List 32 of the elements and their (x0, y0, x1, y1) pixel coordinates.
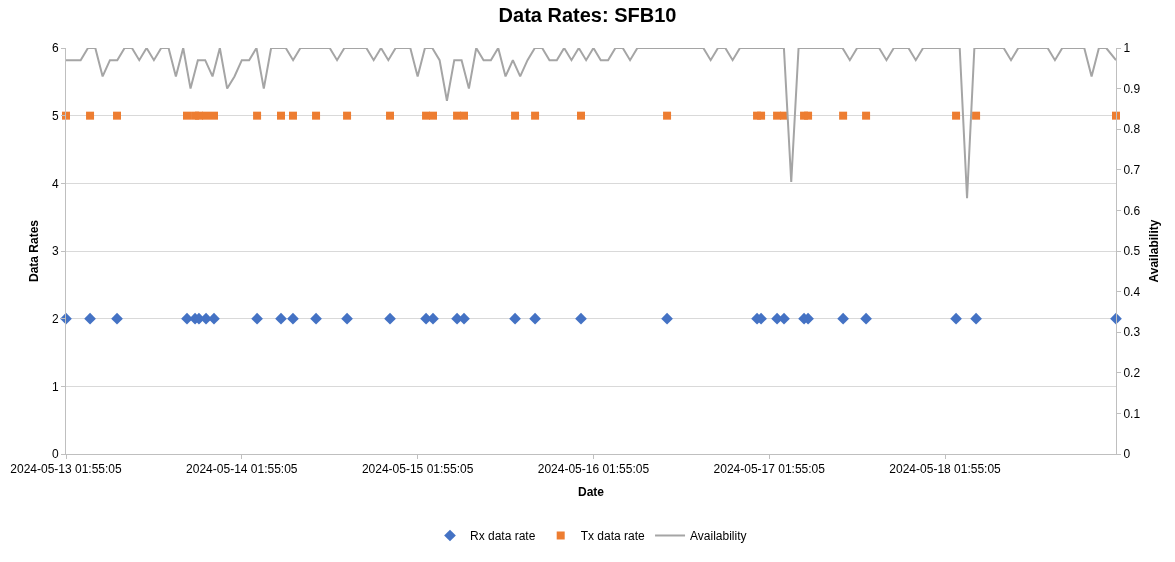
y-tick-label: 1 (51, 379, 59, 394)
y-tick-label: 0 (51, 447, 59, 462)
y2-tick-label: 0.3 (1123, 325, 1141, 340)
line-series (66, 48, 1116, 200)
legend-label: Availability (690, 529, 747, 544)
y2-tick-label: 0.4 (1123, 284, 1141, 299)
y2-tick-label: 0.6 (1123, 203, 1141, 218)
y2-tick-label: 1 (1123, 41, 1131, 56)
y2-tick-label: 0.5 (1123, 244, 1141, 259)
x-tick-label: 2024-05-16 01:55:05 (537, 462, 650, 477)
x-axis-title: Date (577, 485, 605, 500)
y2-tick-label: 0.7 (1123, 163, 1141, 177)
y-tick-label: 6 (51, 41, 59, 56)
y-tick-label: 2 (51, 311, 59, 326)
y2-tick-label: 0.2 (1123, 366, 1141, 380)
x-tick-label: 2024-05-17 01:55:05 (713, 462, 826, 477)
y-axis-title: Data Rates (27, 219, 42, 283)
legend-label: Rx data rate (470, 529, 536, 544)
y-tick-label: 3 (51, 244, 59, 259)
x-tick-label: 2024-05-15 01:55:05 (361, 462, 474, 477)
x-tick-label: 2024-05-14 01:55:05 (186, 462, 298, 477)
y2-axis-title: Availability (1147, 219, 1162, 283)
y-tick-label: 5 (51, 108, 59, 123)
legend-label: Tx data rate (580, 529, 646, 544)
chart-title: Data Rates: SFB10 (498, 4, 677, 27)
x-tick-label: 2024-05-13 01:55:05 (10, 462, 123, 477)
x-tick-label: 2024-05-18 01:55:05 (889, 462, 1002, 477)
y2-tick-label: 0.8 (1123, 122, 1141, 137)
y-tick-label: 4 (51, 176, 59, 191)
y2-tick-label: 0.1 (1123, 406, 1141, 421)
y2-tick-label: 0.9 (1123, 81, 1141, 96)
y2-tick-label: 0 (1123, 447, 1131, 462)
